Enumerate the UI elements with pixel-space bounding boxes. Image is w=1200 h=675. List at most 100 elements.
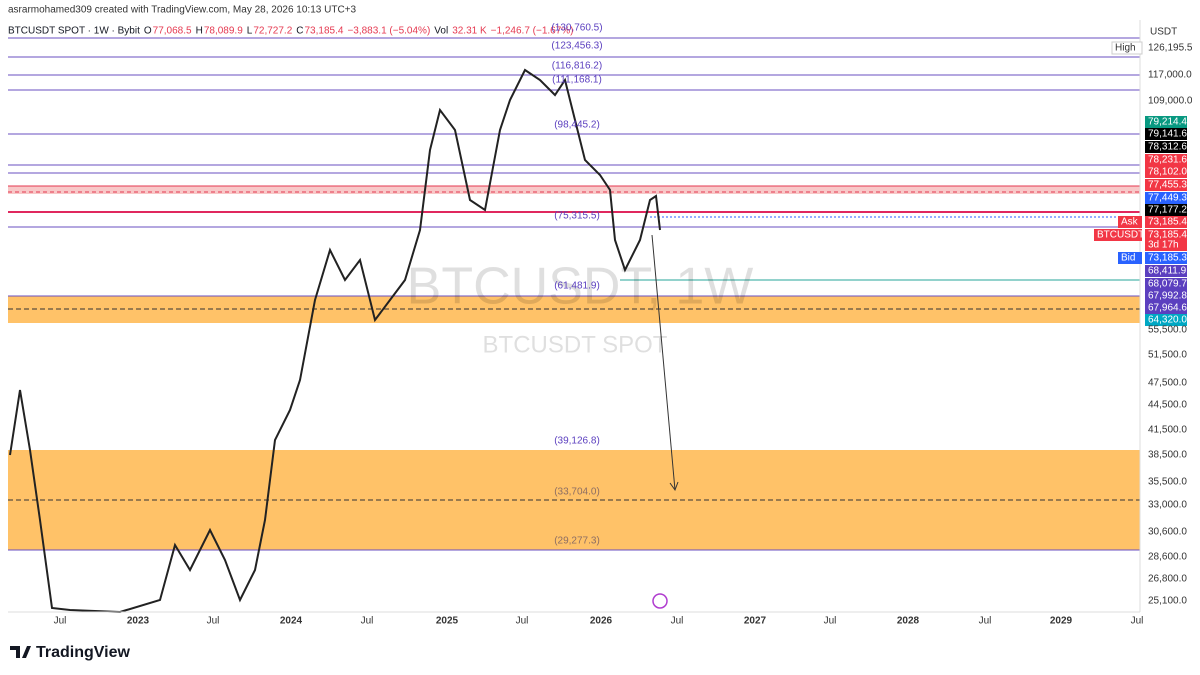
price-label-bg xyxy=(1145,229,1187,241)
time-label: Jul xyxy=(824,616,837,627)
price-path xyxy=(9,68,661,614)
price-label: 77,455.3 xyxy=(1148,180,1187,191)
price-label: 73,185.3 xyxy=(1148,253,1187,264)
price-label-bg xyxy=(1145,192,1187,204)
ohlc-value: 72,727.2 xyxy=(253,26,292,37)
change: −3,883.1 (−5.04%) xyxy=(347,26,430,37)
watermark-sub: BTCUSDT SPOT xyxy=(483,331,668,358)
price-label-bg xyxy=(1145,216,1187,228)
vol-change: −1,246.7 (−1.67%) xyxy=(491,26,574,37)
price-tag: High xyxy=(1115,43,1136,54)
time-label: Jul xyxy=(979,616,992,627)
price-label-bg xyxy=(1145,141,1187,153)
time-label: Jul xyxy=(361,616,374,627)
price-label: 26,800.0 xyxy=(1148,574,1187,585)
event-icon[interactable] xyxy=(652,593,668,609)
time-label: Jul xyxy=(671,616,684,627)
fib-label: (98,445.2) xyxy=(554,120,600,131)
price-label-bg xyxy=(1145,116,1187,128)
price-label: 67,992.8 xyxy=(1148,291,1187,302)
price-label-bg xyxy=(1145,314,1187,326)
watermark: BTCUSDT, 1W xyxy=(407,258,754,316)
fib-label: (75,315.5) xyxy=(554,211,600,222)
price-label: 28,600.0 xyxy=(1148,552,1187,563)
price-label: 73,185.4 xyxy=(1148,217,1187,228)
levels xyxy=(8,37,1140,551)
price-label: 33,000.0 xyxy=(1148,500,1187,511)
price-tag: BTCUSDT xyxy=(1097,230,1144,241)
price-label-bg xyxy=(1145,239,1187,251)
time-label: Jul xyxy=(54,616,67,627)
price-label: 55,500.0 xyxy=(1148,325,1187,336)
price-label: 77,449.3 xyxy=(1148,193,1187,204)
price-label: 25,100.0 xyxy=(1148,596,1187,607)
ohlc-value: 78,089.9 xyxy=(204,26,243,37)
price-label: 44,500.0 xyxy=(1148,400,1187,411)
price-label-bg xyxy=(1145,252,1187,264)
fib-label: (39,126.8) xyxy=(554,436,600,447)
price-label: 67,964.6 xyxy=(1148,303,1187,314)
price-tag-bg xyxy=(1118,252,1142,264)
ohlc-key: C xyxy=(296,26,303,37)
price-label: 30,600.0 xyxy=(1148,527,1187,538)
price-tag-bg xyxy=(1094,229,1142,241)
vol-key: Vol xyxy=(434,26,448,37)
price-label: 79,141.6 xyxy=(1148,129,1187,140)
author-line: asrarmohamed309 created with TradingView… xyxy=(8,5,357,16)
price-tag-bg xyxy=(1111,41,1143,55)
price-label: 78,231.6 xyxy=(1148,155,1187,166)
price-label: 77,177.2 xyxy=(1148,205,1187,216)
fib-label: (111,168.1) xyxy=(552,75,602,86)
ohlc-value: 73,185.4 xyxy=(305,26,344,37)
price-label: 109,000.0 xyxy=(1148,96,1193,107)
fib-label: (61,481.9) xyxy=(554,281,600,292)
time-label: 2028 xyxy=(897,616,920,627)
fib-label: (29,277.3) xyxy=(554,536,600,547)
arrow xyxy=(651,234,676,491)
price-label: 126,195.5 xyxy=(1148,43,1193,54)
price-tag-bg xyxy=(1118,216,1142,228)
price-tag: Ask xyxy=(1121,217,1139,228)
price-label: 117,000.0 xyxy=(1148,70,1192,81)
price-label: 68,079.7 xyxy=(1148,279,1187,290)
time-label: 2026 xyxy=(590,616,613,627)
footer-brand: TradingView xyxy=(36,644,131,661)
price-label: 73,185.4 xyxy=(1148,230,1187,241)
price-label-bg xyxy=(1145,128,1187,140)
ohlc-key: L xyxy=(247,26,253,37)
price-label: 78,102.0 xyxy=(1148,167,1187,178)
time-label: 2024 xyxy=(280,616,303,627)
fib-label: (33,704.0) xyxy=(554,487,600,498)
footer-logo xyxy=(10,646,31,658)
price-label-bg xyxy=(1145,179,1187,191)
time-label: 2023 xyxy=(127,616,150,627)
symbol: BTCUSDT SPOT · 1W · Bybit xyxy=(8,26,140,37)
time-label: Jul xyxy=(1131,616,1144,627)
price-label-bg xyxy=(1145,265,1187,277)
price-label-bg xyxy=(1145,278,1187,290)
price-label-bg xyxy=(1145,154,1187,166)
price-label: 3d 17h xyxy=(1148,240,1179,251)
zone xyxy=(8,186,1140,194)
price-label: 41,500.0 xyxy=(1148,425,1187,436)
price-tag: Bid xyxy=(1121,253,1135,264)
price-label: 79,214.4 xyxy=(1148,117,1187,128)
price-label: 68,411.9 xyxy=(1148,266,1187,277)
price-label-bg xyxy=(1145,290,1187,302)
time-label: 2027 xyxy=(744,616,767,627)
price-label: 35,500.0 xyxy=(1148,477,1187,488)
fib-label: (123,456.3) xyxy=(551,41,602,52)
price-label-bg xyxy=(1145,204,1187,216)
price-label: 64,320.0 xyxy=(1148,315,1187,326)
fib-label: (116,816.2) xyxy=(552,61,602,72)
ohlc-key: O xyxy=(144,26,152,37)
vol: 32.31 K xyxy=(452,26,487,37)
price-label: 78,312.6 xyxy=(1148,142,1187,153)
price-label: 51,500.0 xyxy=(1148,350,1187,361)
price-label: 47,500.0 xyxy=(1148,378,1187,389)
price-label: 38,500.0 xyxy=(1148,450,1187,461)
time-label: 2029 xyxy=(1050,616,1073,627)
price-unit: USDT xyxy=(1150,27,1177,38)
